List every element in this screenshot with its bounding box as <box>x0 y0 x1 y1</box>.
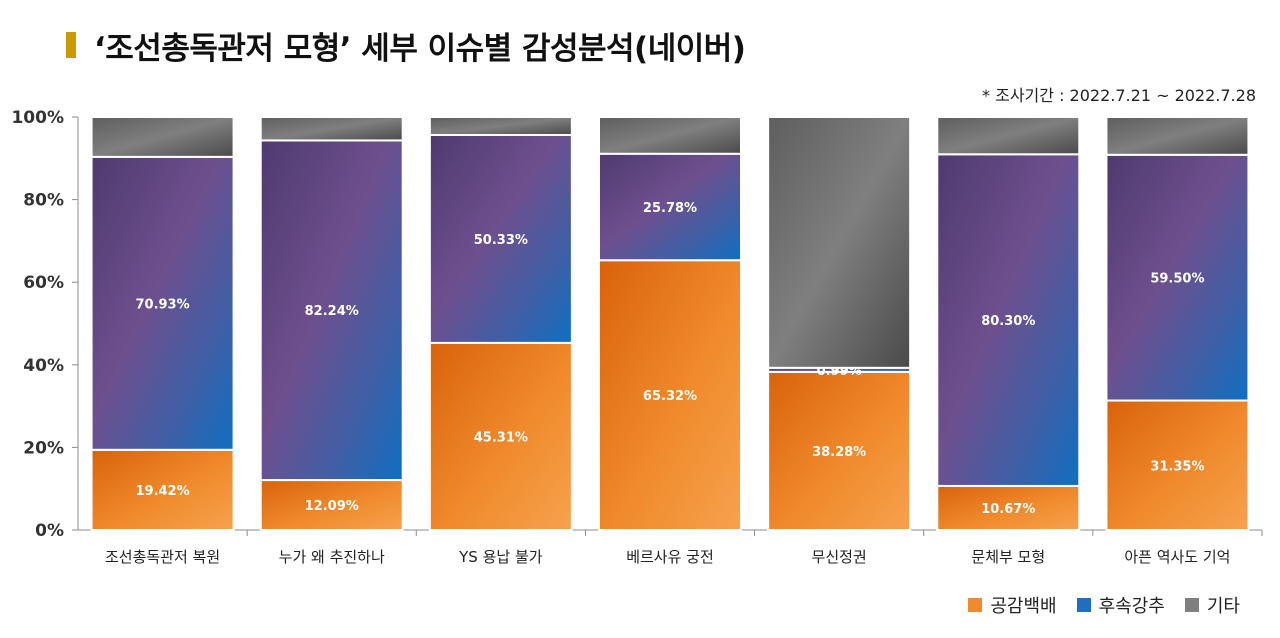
x-tick-label: 문체부 모형 <box>971 548 1045 566</box>
x-tick-label: 조선총독관저 복원 <box>105 548 220 566</box>
data-label-following: 82.24% <box>305 304 359 319</box>
data-label-empathy: 65.32% <box>643 389 697 404</box>
bar-segment-empathy <box>767 370 912 531</box>
y-tick-label: 100% <box>11 108 64 128</box>
y-tick-label: 80% <box>23 191 64 211</box>
bar-segment-other <box>428 116 573 137</box>
x-tick-label: 무신정권 <box>812 548 867 566</box>
chart-title: ‘조선총독관저 모형’ 세부 이슈별 감성분석(네이버) <box>94 30 746 67</box>
survey-period: * 조사기간 : 2022.7.21 ~ 2022.7.28 <box>982 86 1256 105</box>
data-label-empathy: 10.67% <box>981 502 1035 517</box>
legend-swatch-empathy <box>968 598 983 612</box>
bar-segment-empathy <box>90 448 235 532</box>
data-label-following: 25.78% <box>643 201 697 216</box>
title-area: ‘조선총독관저 모형’ 세부 이슈별 감성분석(네이버) <box>66 22 746 68</box>
legend-label-empathy: 공감백배 <box>990 596 1057 617</box>
data-label-following: 50.33% <box>474 233 528 248</box>
data-label-following: 59.50% <box>1150 272 1204 287</box>
x-tick-label: 아픈 역사도 기억 <box>1124 548 1230 566</box>
y-tick-label: 60% <box>23 273 64 293</box>
bar-segment-following <box>90 155 235 451</box>
x-tick-label: 누가 왜 추진하나 <box>279 548 385 566</box>
legend-swatch-other <box>1184 598 1199 612</box>
bar-segment-following <box>1105 153 1250 402</box>
bar-segment-other <box>767 116 912 369</box>
bar-segment-following <box>259 139 404 482</box>
x-tick-label: YS 용납 불가 <box>458 548 543 566</box>
legend-label-other: 기타 <box>1206 596 1240 617</box>
legend-item-other: 기타 <box>1184 592 1240 618</box>
legend-item-empathy: 공감백배 <box>968 592 1057 618</box>
data-label-following: 80.30% <box>981 314 1035 329</box>
bar-segment-other <box>90 116 235 158</box>
title-accent-bar <box>66 32 76 58</box>
legend-swatch-following <box>1076 598 1091 612</box>
legend-label-following: 후속강추 <box>1098 596 1165 617</box>
bar-segment-following <box>936 153 1081 487</box>
data-label-empathy: 31.35% <box>1150 459 1204 474</box>
bar-segment-following <box>598 152 742 262</box>
bar-segment-other <box>1105 116 1250 156</box>
data-label-following: 70.93% <box>135 297 189 312</box>
data-label-empathy: 45.31% <box>474 430 528 445</box>
bar-segment-other <box>598 116 742 155</box>
y-tick-label: 20% <box>23 438 64 458</box>
bar-segment-empathy <box>259 479 404 531</box>
bar-segment-empathy <box>1105 399 1250 531</box>
bar-segment-other <box>936 116 1081 156</box>
bar-segment-other <box>259 116 404 142</box>
y-tick-label: 0% <box>35 521 64 541</box>
y-tick-label: 40% <box>23 356 64 376</box>
legend-item-following: 후속강추 <box>1076 592 1165 618</box>
bar-segment-following <box>428 134 573 344</box>
bar-segment-empathy <box>428 341 573 531</box>
data-label-empathy: 19.42% <box>135 484 189 499</box>
legend: 공감백배 후속강추 기타 <box>968 592 1240 618</box>
data-label-empathy: 38.28% <box>812 445 866 460</box>
bar-segment-empathy <box>598 259 742 531</box>
x-tick-label: 베르사유 궁전 <box>626 548 714 566</box>
data-label-empathy: 12.09% <box>305 499 359 514</box>
